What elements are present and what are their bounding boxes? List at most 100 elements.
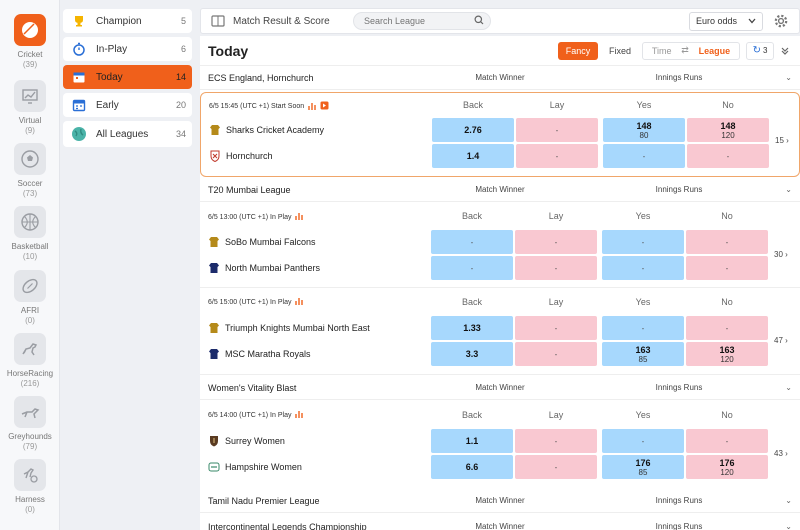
swap-icon: ⇄ xyxy=(681,45,689,55)
category-today[interactable]: Today 14 xyxy=(63,65,192,89)
category-early[interactable]: Early 20 xyxy=(63,93,192,117)
league-header[interactable]: ECS England, Hornchurch Match Winner Inn… xyxy=(200,66,800,90)
sport-horseracing[interactable]: HorseRacing (216) xyxy=(0,333,60,389)
odds-lay-cell[interactable]: - xyxy=(515,316,597,340)
stats-icon[interactable] xyxy=(295,297,304,307)
odds-back-cell[interactable]: - xyxy=(431,256,513,280)
odds-lay-cell[interactable]: - xyxy=(515,342,597,366)
sport-cricket[interactable]: Cricket (39) xyxy=(0,14,60,70)
odds-lay-cell[interactable]: - xyxy=(515,429,597,453)
runs-no-cell[interactable]: - xyxy=(686,316,768,340)
runs-yes-cell[interactable]: - xyxy=(602,429,684,453)
odds-lay-cell[interactable]: - xyxy=(516,118,598,142)
chevron-down-icon[interactable]: ⌄ xyxy=(785,383,792,392)
match-card: 6/5 14:00 (UTC +1) In Play Back Lay Yes … xyxy=(200,402,800,490)
jersey-icon xyxy=(208,322,220,334)
gear-icon[interactable] xyxy=(769,9,793,33)
sport-basketball[interactable]: Basketball (10) xyxy=(0,206,60,262)
runs-yes-cell[interactable]: 148 80 xyxy=(603,118,685,142)
chevron-down-icon[interactable]: ⌄ xyxy=(785,185,792,194)
team-row: Sharks Cricket Academy xyxy=(209,118,324,142)
runs-no-cell[interactable]: - xyxy=(686,230,768,254)
fixed-tab[interactable]: Fixed xyxy=(608,45,631,56)
odds-back-cell[interactable]: 1.33 xyxy=(431,316,513,340)
sort-league-option[interactable]: League xyxy=(698,45,731,56)
harness-icon xyxy=(14,459,46,491)
runs-no-cell[interactable]: 148 120 xyxy=(687,118,769,142)
league-header[interactable]: Women's Vitality Blast Match Winner Inni… xyxy=(200,376,800,400)
runs-no-cell[interactable]: 176 120 xyxy=(686,455,768,479)
stats-icon[interactable] xyxy=(295,212,304,222)
odds-lay-cell[interactable]: - xyxy=(515,256,597,280)
sport-soccer[interactable]: Soccer (73) xyxy=(0,143,60,199)
odds-lay-cell[interactable]: - xyxy=(516,144,598,168)
odds-lay-cell[interactable]: - xyxy=(515,230,597,254)
match-result-score-link[interactable]: Match Result & Score xyxy=(233,15,330,27)
odds-back-cell[interactable]: 1.4 xyxy=(432,144,514,168)
chevron-down-icon[interactable]: ⌄ xyxy=(785,522,792,530)
league-header[interactable]: Tamil Nadu Premier League Match Winner I… xyxy=(200,489,800,513)
sport-greyhounds[interactable]: Greyhounds (79) xyxy=(0,396,60,452)
search-league-input[interactable] xyxy=(364,16,474,26)
odds-back-cell[interactable]: 6.6 xyxy=(431,455,513,479)
sort-time-option[interactable]: Time xyxy=(651,45,672,56)
stopwatch-icon xyxy=(71,41,87,57)
monitor-chart-icon xyxy=(14,80,46,112)
stats-icon[interactable] xyxy=(308,102,316,112)
runs-yes-cell[interactable]: - xyxy=(602,316,684,340)
more-markets-button[interactable]: 15 › xyxy=(775,136,789,145)
stats-icon[interactable] xyxy=(295,410,304,420)
odds-back-cell[interactable]: 2.76 xyxy=(432,118,514,142)
category-in-play[interactable]: In-Play 6 xyxy=(63,37,192,61)
team-row: Hampshire Women xyxy=(208,455,302,479)
more-markets-button[interactable]: 43 › xyxy=(774,449,788,458)
jersey-icon xyxy=(208,262,220,274)
runs-yes-cell[interactable]: 163 85 xyxy=(602,342,684,366)
odds-back-cell[interactable]: 3.3 xyxy=(431,342,513,366)
refresh-button[interactable]: ↻ 3 xyxy=(746,41,774,60)
odds-back-cell[interactable]: 1.1 xyxy=(431,429,513,453)
runs-no-cell[interactable]: 163 120 xyxy=(686,342,768,366)
collapse-all-icon[interactable] xyxy=(774,42,796,60)
jersey-icon xyxy=(209,124,221,136)
odds-back-cell[interactable]: - xyxy=(431,230,513,254)
runs-yes-cell[interactable]: - xyxy=(603,144,685,168)
live-stream-icon[interactable] xyxy=(320,101,329,112)
chevron-down-icon[interactable]: ⌄ xyxy=(785,496,792,505)
category-champion[interactable]: Champion 5 xyxy=(63,9,192,33)
sport-virtual[interactable]: Virtual (9) xyxy=(0,80,60,136)
calendar-icon xyxy=(71,97,87,113)
sport-afri[interactable]: AFRI (0) xyxy=(0,270,60,326)
more-markets-button[interactable]: 30 › xyxy=(774,250,788,259)
runs-yes-cell[interactable]: - xyxy=(602,230,684,254)
odds-format-select[interactable]: Euro odds xyxy=(689,11,763,31)
match-card: 6/5 13:00 (UTC +1) In Play Back Lay Yes … xyxy=(200,204,800,288)
page-title: Today xyxy=(208,42,249,59)
category-all-leagues[interactable]: All Leagues 34 xyxy=(63,121,192,147)
top-bar: Match Result & Score Euro odds xyxy=(200,8,800,34)
odds-lay-cell[interactable]: - xyxy=(515,455,597,479)
league-header[interactable]: T20 Mumbai League Match Winner Innings R… xyxy=(200,178,800,202)
globe-icon xyxy=(71,126,87,142)
american-football-icon xyxy=(14,270,46,302)
runs-no-cell[interactable]: - xyxy=(686,429,768,453)
sort-toggle[interactable]: Time ⇄ League xyxy=(642,41,740,60)
chevron-down-icon xyxy=(748,16,756,26)
fancy-tab[interactable]: Fancy xyxy=(558,41,598,60)
runs-no-cell[interactable]: - xyxy=(687,144,769,168)
league-header[interactable]: Intercontinental Legends Championship Ma… xyxy=(200,515,800,530)
runs-yes-cell[interactable]: - xyxy=(602,256,684,280)
soccer-ball-icon xyxy=(14,143,46,175)
team-row: Surrey Women xyxy=(208,429,285,453)
sport-harness[interactable]: Harness (0) xyxy=(0,459,60,515)
search-league-box xyxy=(353,12,491,30)
runs-yes-cell[interactable]: 176 85 xyxy=(602,455,684,479)
calendar-today-icon xyxy=(71,69,87,85)
horse-icon xyxy=(14,333,46,365)
main-panel: Today Fancy Fixed Time ⇄ League ↻ 3 ECS … xyxy=(200,36,800,530)
search-icon[interactable] xyxy=(474,15,484,27)
more-markets-button[interactable]: 47 › xyxy=(774,336,788,345)
chevron-down-icon[interactable]: ⌄ xyxy=(785,73,792,82)
runs-no-cell[interactable]: - xyxy=(686,256,768,280)
team-row: MSC Maratha Royals xyxy=(208,342,311,366)
